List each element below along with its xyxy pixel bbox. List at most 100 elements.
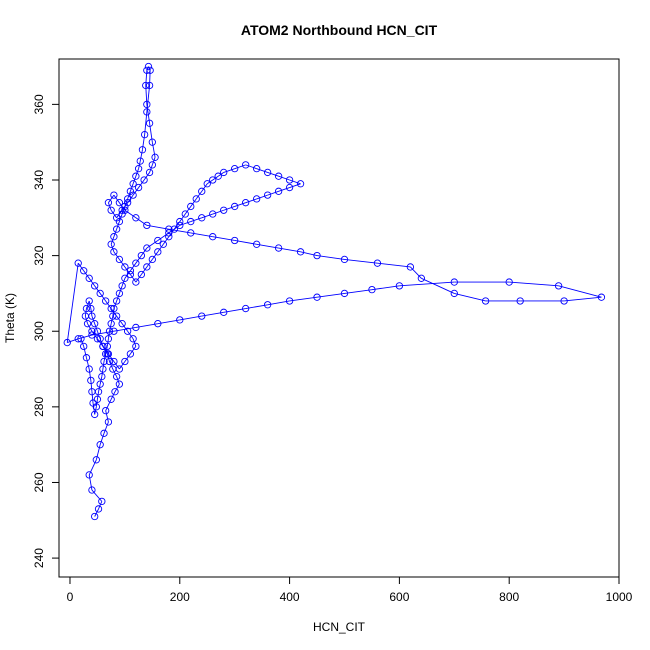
data-point — [176, 217, 184, 226]
data-point — [83, 320, 92, 328]
data-point — [242, 304, 250, 313]
chart-title: ATOM2 Northbound HCN_CIT — [241, 22, 438, 38]
series-segment — [130, 262, 137, 272]
data-point — [313, 251, 321, 260]
data-point — [102, 350, 110, 358]
series-segment — [234, 240, 257, 245]
series-segment — [168, 228, 191, 234]
series-segment — [67, 338, 79, 344]
series-segment — [113, 194, 120, 203]
series-segment — [124, 209, 137, 219]
data-point — [263, 191, 272, 199]
data-point — [450, 289, 458, 298]
data-point — [209, 233, 217, 241]
series-segment — [151, 251, 159, 260]
data-point — [140, 130, 149, 139]
y-tick-label: 360 — [32, 94, 46, 114]
data-point — [181, 210, 189, 218]
data-point — [209, 176, 217, 184]
data-point — [102, 297, 110, 305]
series-segment — [212, 236, 235, 241]
series-segment — [113, 361, 120, 370]
data-point — [63, 338, 71, 347]
series-segment — [190, 217, 202, 223]
series-segment — [195, 191, 203, 200]
data-point — [110, 233, 118, 241]
series-segment — [124, 353, 131, 362]
data-point — [110, 191, 118, 199]
series-segment — [223, 168, 235, 173]
series-segment — [132, 187, 139, 196]
data-point — [198, 187, 206, 195]
data-point — [115, 380, 124, 388]
series-segment — [86, 300, 90, 309]
series-segment — [116, 293, 120, 302]
series-segment — [107, 202, 112, 211]
series-segment — [399, 281, 455, 287]
series-segment — [91, 489, 103, 502]
data-point — [143, 244, 151, 252]
series-segment — [105, 300, 112, 309]
data-point — [252, 195, 261, 203]
y-tick-label: 320 — [32, 245, 46, 265]
data-point — [231, 202, 239, 211]
series-segment — [90, 308, 93, 317]
series-segment — [558, 285, 602, 298]
data-point — [110, 304, 118, 313]
data-point — [220, 206, 228, 214]
data-point — [313, 293, 321, 301]
data-point — [121, 357, 129, 366]
series-segment — [94, 406, 97, 415]
y-tick-label: 280 — [32, 397, 46, 417]
series-segment — [107, 331, 110, 339]
series-segment — [135, 323, 158, 328]
data-point — [91, 512, 99, 521]
series-segment — [410, 266, 422, 279]
data-point — [98, 497, 106, 506]
x-tick-label: 1000 — [606, 590, 633, 604]
data-point — [88, 327, 96, 335]
series-segment — [267, 300, 290, 306]
data-point — [140, 176, 148, 184]
data-point — [154, 248, 162, 256]
data-point — [198, 214, 206, 222]
data-point — [165, 225, 173, 233]
series-segment — [289, 179, 301, 185]
x-axis: 0 200 400 600 800 1000 — [67, 577, 633, 604]
data-point — [103, 342, 111, 351]
series-segment — [121, 278, 126, 287]
data-point — [203, 180, 211, 188]
data-point — [220, 168, 228, 177]
data-point — [85, 297, 93, 305]
data-point — [340, 255, 349, 264]
series-segment — [135, 274, 142, 283]
series-segment — [135, 255, 142, 264]
series-segment — [245, 198, 257, 204]
series-segment — [119, 259, 126, 268]
series-segment — [84, 308, 87, 317]
data-point — [151, 153, 159, 161]
series-segment — [201, 311, 224, 317]
series-segment — [108, 194, 115, 203]
data-point — [144, 62, 153, 71]
data-point — [142, 81, 150, 90]
series-segment — [106, 338, 109, 347]
series-segment — [83, 346, 87, 358]
data-point — [110, 357, 118, 366]
series-segment — [103, 421, 109, 434]
data-point — [121, 263, 129, 271]
data-point — [110, 248, 118, 256]
series-segment — [267, 190, 279, 196]
data-point — [231, 164, 239, 173]
data-point — [88, 388, 96, 396]
x-tick-label: 0 — [67, 590, 74, 604]
data-point — [192, 195, 200, 203]
series-segment — [144, 111, 148, 135]
data-point — [143, 66, 151, 74]
data-point — [87, 304, 95, 313]
data-point — [132, 278, 140, 286]
series-segment — [129, 183, 134, 192]
series-segment — [127, 330, 134, 340]
series-segment — [87, 323, 93, 332]
